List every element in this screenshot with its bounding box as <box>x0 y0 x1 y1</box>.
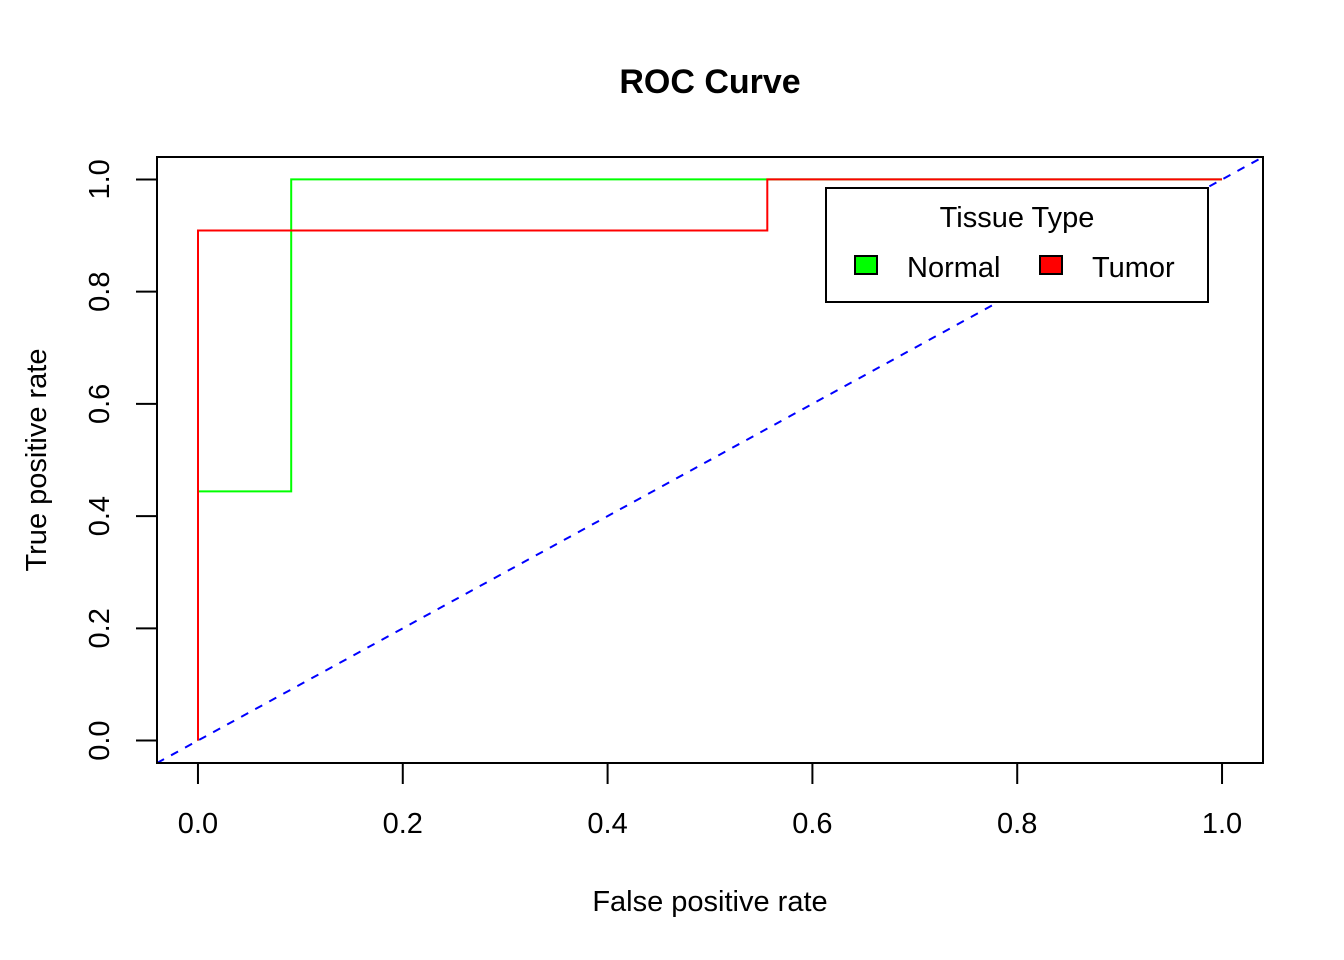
legend-title: Tissue Type <box>940 202 1095 234</box>
legend-label-tumor: Tumor <box>1092 252 1175 284</box>
x-axis-label: False positive rate <box>592 886 827 918</box>
legend-label-normal: Normal <box>907 252 1000 284</box>
x-tick-label: 0.4 <box>587 808 627 840</box>
y-tick-label: 0.2 <box>84 608 116 648</box>
reference-diagonal-line <box>157 157 1263 763</box>
y-tick-label: 0.0 <box>84 720 116 760</box>
y-axis-label: True positive rate <box>21 349 53 572</box>
y-tick-label: 0.8 <box>84 272 116 312</box>
plot-area: 0.0 0.2 0.4 0.6 0.8 1.0 0.0 0.2 0.4 0.6 0.8 1.0 <box>84 156 1264 840</box>
x-tick-label: 0.0 <box>178 808 218 840</box>
chart-title: ROC Curve <box>619 63 800 101</box>
x-tick-label: 1.0 <box>1202 808 1242 840</box>
plot-frame <box>156 156 1264 764</box>
legend-swatch-normal <box>854 255 878 275</box>
series-line-tumor <box>197 178 1222 741</box>
legend-swatch-tumor <box>1039 255 1063 275</box>
x-tick-label: 0.2 <box>383 808 423 840</box>
y-tick-label: 1.0 <box>84 159 116 199</box>
legend-box <box>825 187 1209 303</box>
x-tick-label: 0.6 <box>792 808 832 840</box>
y-tick-label: 0.4 <box>84 496 116 536</box>
y-tick-label: 0.6 <box>84 384 116 424</box>
legend: Tissue Type Normal Tumor <box>825 187 1209 303</box>
x-tick-label: 0.8 <box>997 808 1037 840</box>
